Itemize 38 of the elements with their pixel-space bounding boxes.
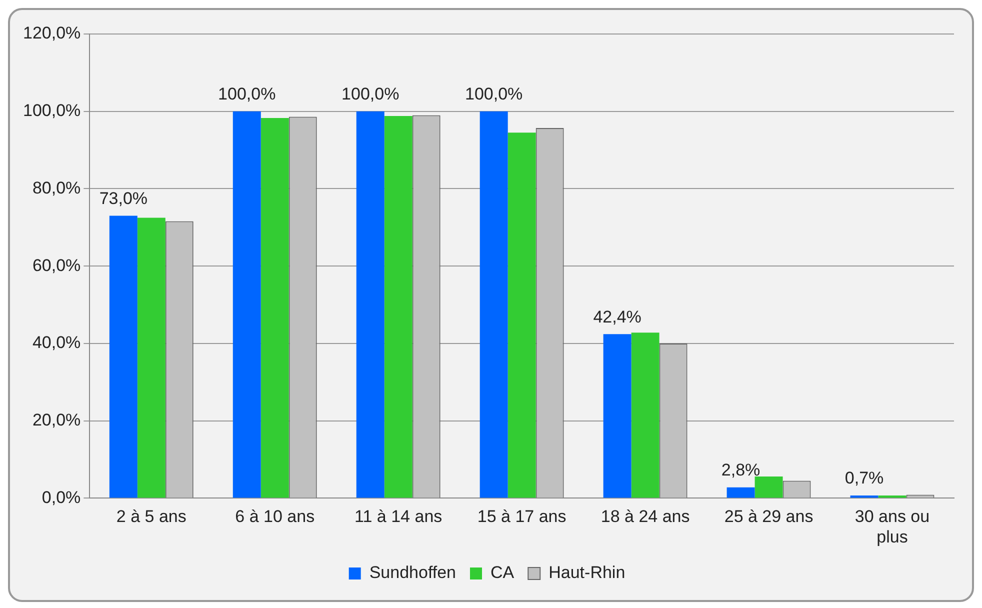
- y-tick-label: 40,0%: [32, 333, 81, 352]
- y-tick-label: 0,0%: [42, 488, 81, 507]
- x-tick-label: 6 à 10 ans: [235, 507, 315, 526]
- y-tick-label: 20,0%: [32, 410, 81, 430]
- data-label: 73,0%: [99, 189, 148, 208]
- y-tick-label: 120,0%: [22, 24, 81, 43]
- bar: [603, 334, 632, 498]
- x-tick-label: 18 à 24 ans: [600, 507, 690, 526]
- bar: [232, 111, 261, 498]
- x-tick-label: 30 ans ou plus: [854, 507, 930, 546]
- bar: [508, 132, 536, 498]
- bar: [480, 111, 508, 498]
- bar: [137, 218, 166, 498]
- x-tick-label: 2 à 5 ans: [116, 507, 186, 526]
- data-label: 100,0%: [342, 84, 400, 104]
- bar: [631, 332, 660, 498]
- y-tick-label: 100,0%: [22, 101, 81, 120]
- bar: [384, 116, 412, 498]
- legend-label: Haut-Rhin: [548, 563, 626, 582]
- data-label: 42,4%: [593, 307, 642, 326]
- bar: [356, 111, 384, 498]
- data-label: 100,0%: [218, 84, 276, 104]
- bar: [726, 487, 755, 498]
- legend-label: CA: [490, 563, 515, 582]
- y-tick-label: 80,0%: [32, 178, 81, 198]
- x-tick-label: 25 à 29 ans: [724, 507, 814, 526]
- data-label: 2,8%: [721, 460, 760, 480]
- legend-label: Sundhoffen: [369, 563, 456, 582]
- y-tick-label: 60,0%: [32, 256, 81, 275]
- x-tick-label: 15 à 17 ans: [477, 507, 566, 526]
- data-label: 0,7%: [844, 468, 884, 488]
- bar: [878, 495, 906, 498]
- bar: [109, 216, 138, 498]
- bar: [260, 118, 289, 498]
- data-label: 100,0%: [465, 84, 523, 104]
- bar: [850, 495, 878, 498]
- bar: [754, 476, 783, 498]
- x-tick-label: 11 à 14 ans: [354, 507, 442, 526]
